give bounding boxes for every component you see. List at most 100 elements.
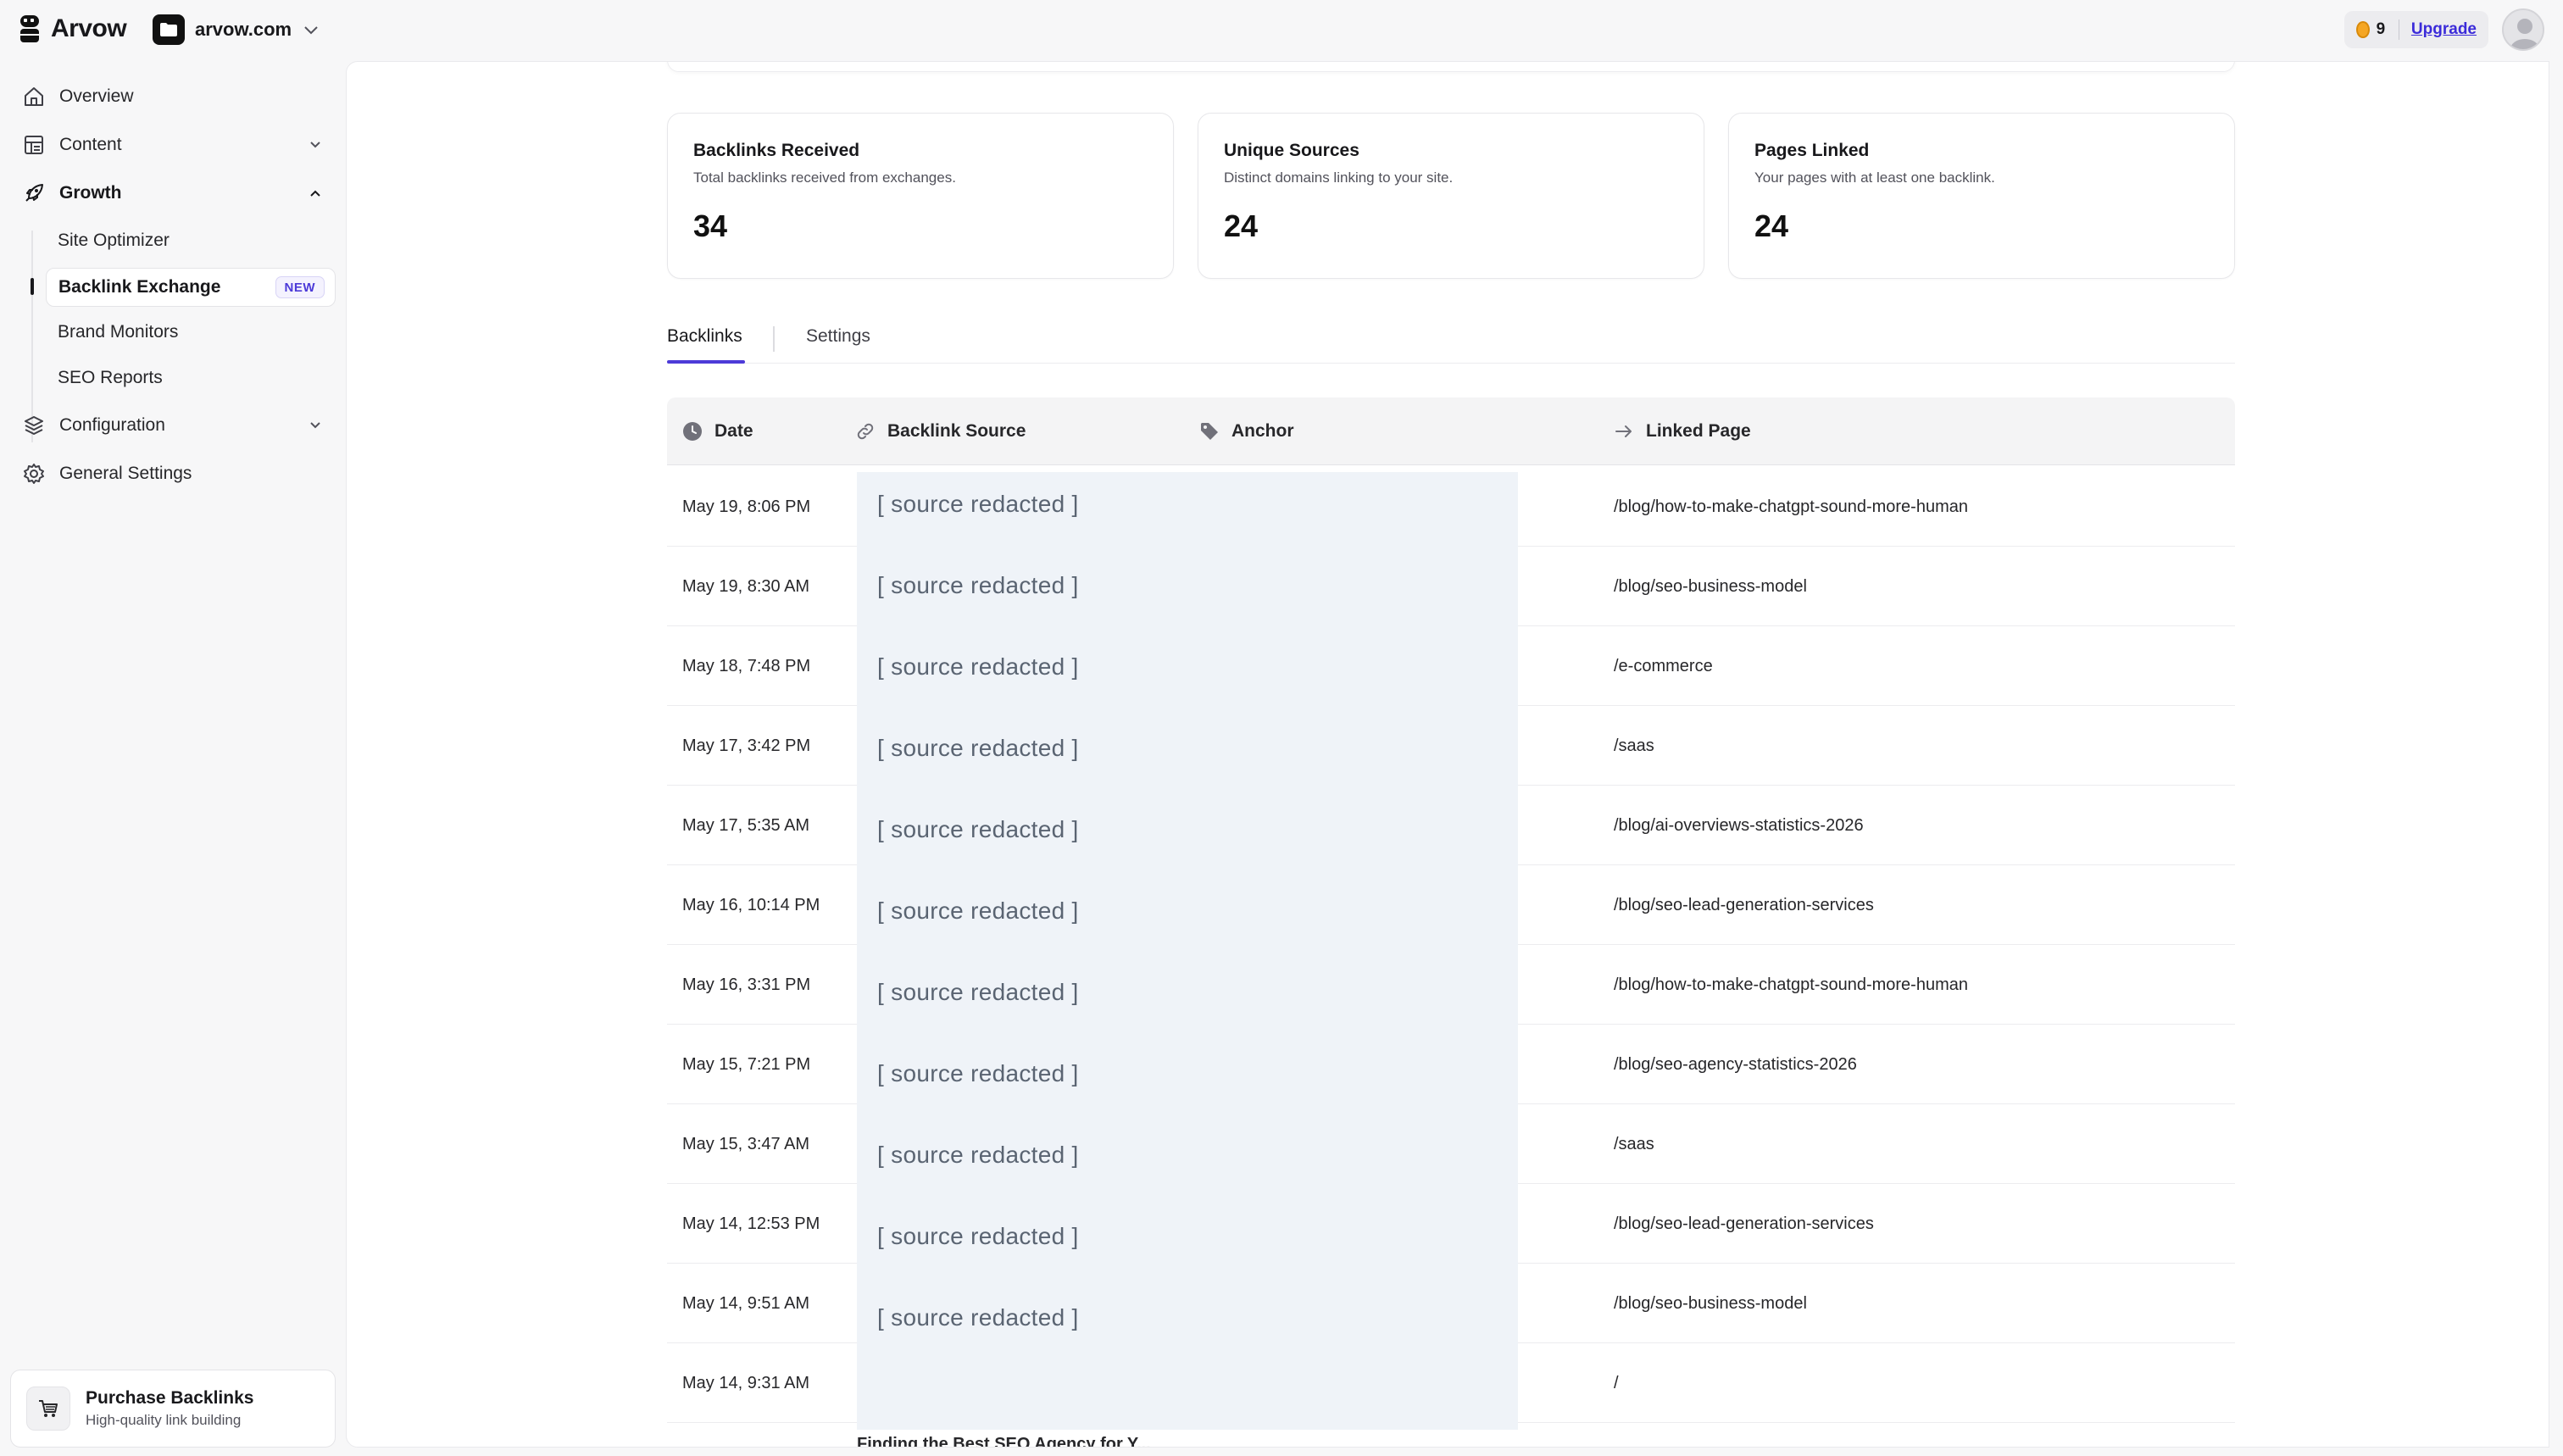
redacted-source-label: [ source redacted ] — [877, 816, 1079, 842]
redacted-source-label: [ source redacted ] — [877, 653, 1079, 680]
date-cell: May 19, 8:30 AM — [682, 576, 810, 596]
stat-description: Your pages with at least one backlink. — [1754, 169, 1995, 186]
stat-card-unique-sources: Unique Sources Distinct domains linking … — [1198, 113, 1704, 279]
link-icon — [857, 423, 874, 440]
sidebar-item-label: Brand Monitors — [58, 322, 179, 342]
linked-page-cell[interactable]: /blog/seo-business-model — [1614, 576, 1807, 596]
date-cell: May 16, 10:14 PM — [682, 895, 820, 914]
tag-icon — [1201, 423, 1218, 440]
stat-value: 24 — [1224, 208, 1259, 243]
sidebar-item-label: Site Optimizer — [58, 231, 170, 250]
brand-name: Arvow — [51, 14, 127, 42]
sidebar-item-label: Backlink Exchange — [58, 277, 221, 297]
linked-page-cell[interactable]: /blog/seo-agency-statistics-2026 — [1614, 1054, 1857, 1074]
document-grid-icon — [25, 136, 43, 154]
sidebar-subitem-brand-monitors[interactable]: Brand Monitors — [58, 314, 178, 351]
chevron-down-icon — [310, 142, 320, 148]
site-name: arvow.com — [195, 19, 292, 40]
redacted-source-label: [ source redacted ] — [877, 897, 1079, 924]
linked-page-cell[interactable]: /blog/seo-lead-generation-services — [1614, 895, 1874, 914]
linked-page-cell[interactable]: / — [1614, 1373, 1619, 1392]
date-cell: May 19, 8:06 PM — [682, 497, 811, 516]
table-header: Date Backlink Source Anchor Linked Page — [667, 397, 2235, 465]
cart-icon — [26, 1387, 70, 1431]
submenu-line — [31, 231, 33, 442]
sidebar: Overview Content Growth Site Optimizer B… — [0, 61, 346, 1456]
redacted-source-label: [ source redacted ] — [877, 491, 1079, 517]
sidebar-item-content[interactable]: Content — [22, 126, 331, 164]
redacted-source-label: [ source redacted ] — [877, 572, 1079, 598]
credits-widget: 9 Upgrade — [2344, 11, 2488, 48]
sidebar-subitem-site-optimizer[interactable]: Site Optimizer — [58, 222, 170, 259]
stat-card-backlinks-received: Backlinks Received Total backlinks recei… — [667, 113, 1174, 279]
linked-page-cell[interactable]: /blog/how-to-make-chatgpt-sound-more-hum… — [1614, 975, 1968, 994]
linked-page-cell[interactable]: /blog/seo-lead-generation-services — [1614, 1214, 1874, 1233]
sidebar-item-overview[interactable]: Overview — [22, 78, 331, 115]
sidebar-subitem-seo-reports[interactable]: SEO Reports — [58, 359, 163, 397]
linked-page-cell[interactable]: /saas — [1614, 736, 1654, 755]
redacted-source-label: [ source redacted ] — [877, 1304, 1079, 1331]
date-cell: May 14, 9:31 AM — [682, 1373, 810, 1392]
stat-description: Distinct domains linking to your site. — [1224, 169, 1454, 186]
chevron-down-icon — [304, 26, 318, 35]
column-header-date[interactable]: Date — [682, 418, 753, 445]
tab-divider — [773, 326, 775, 352]
stat-title: Unique Sources — [1224, 141, 1359, 160]
sidebar-item-label: Configuration — [59, 415, 165, 435]
sidebar-item-growth[interactable]: Growth — [22, 175, 331, 212]
folder-icon — [153, 14, 185, 45]
date-cell: May 16, 3:31 PM — [682, 975, 811, 994]
scrolled-card-edge — [667, 62, 2235, 72]
chevron-down-icon — [310, 422, 320, 429]
purchase-subtitle: High-quality link building — [86, 1412, 242, 1428]
sidebar-item-configuration[interactable]: Configuration — [22, 407, 331, 444]
arvow-logo-icon — [20, 15, 39, 42]
avatar[interactable] — [2502, 8, 2544, 51]
redacted-source-label: [ source redacted ] — [877, 1142, 1079, 1168]
column-header-linked-page[interactable]: Linked Page — [1614, 418, 1751, 445]
sidebar-item-label: Overview — [59, 86, 134, 106]
clock-icon — [683, 422, 702, 441]
upgrade-link[interactable]: Upgrade — [2410, 20, 2477, 38]
header-label: Linked Page — [1646, 421, 1751, 441]
tab-bar: Backlinks Settings — [667, 314, 2235, 364]
date-cell: May 17, 3:42 PM — [682, 736, 811, 755]
site-switcher[interactable]: arvow.com — [153, 14, 320, 46]
purchase-backlinks-card[interactable]: Purchase Backlinks High-quality link bui… — [10, 1370, 336, 1448]
header-label: Date — [714, 421, 753, 441]
date-cell: May 18, 7:48 PM — [682, 656, 811, 675]
new-badge: NEW — [275, 276, 325, 298]
brand[interactable]: Arvow — [19, 12, 127, 46]
linked-page-cell[interactable]: /e-commerce — [1614, 656, 1713, 675]
date-cell: May 14, 9:51 AM — [682, 1293, 810, 1313]
arrow-right-icon — [1615, 425, 1632, 437]
sidebar-item-label: Growth — [59, 183, 122, 203]
redacted-source-label: [ source redacted ] — [877, 979, 1079, 1005]
chevron-up-icon — [310, 190, 320, 197]
redacted-source-label: [ source redacted ] — [877, 1060, 1079, 1086]
top-bar: Arvow arvow.com 9 Upgrade — [0, 0, 2563, 61]
tab-settings[interactable]: Settings — [806, 326, 870, 346]
column-header-backlink-source[interactable]: Backlink Source — [855, 418, 1026, 445]
coin-icon — [2356, 21, 2370, 38]
purchase-title: Purchase Backlinks — [86, 1388, 254, 1408]
header-label: Anchor — [1231, 421, 1294, 441]
redaction-overlay: [ source redacted ] [ source redacted ] [ … — [857, 472, 1518, 1430]
main-panel: Backlinks Received Total backlinks recei… — [346, 61, 2549, 1448]
user-icon — [2510, 19, 2539, 49]
linked-page-cell[interactable]: /blog/seo-business-model — [1614, 1293, 1807, 1313]
linked-page-cell[interactable]: /blog/ai-overviews-statistics-2026 — [1614, 815, 1864, 835]
linked-page-cell[interactable]: /blog/how-to-make-chatgpt-sound-more-hum… — [1614, 497, 1968, 516]
active-indicator — [31, 278, 34, 295]
stat-value: 34 — [693, 208, 728, 243]
credit-count: 9 — [2376, 20, 2386, 38]
column-header-anchor[interactable]: Anchor — [1199, 418, 1294, 445]
layers-icon — [25, 416, 43, 435]
linked-page-cell[interactable]: /saas — [1614, 1134, 1654, 1153]
redacted-source-label: [ source redacted ] — [877, 735, 1079, 761]
sidebar-item-general-settings[interactable]: General Settings — [22, 455, 331, 492]
tab-backlinks[interactable]: Backlinks — [667, 326, 742, 346]
sidebar-item-label: General Settings — [59, 464, 192, 483]
stat-title: Backlinks Received — [693, 141, 860, 160]
sidebar-subitem-backlink-exchange[interactable]: Backlink Exchange NEW — [46, 268, 336, 307]
